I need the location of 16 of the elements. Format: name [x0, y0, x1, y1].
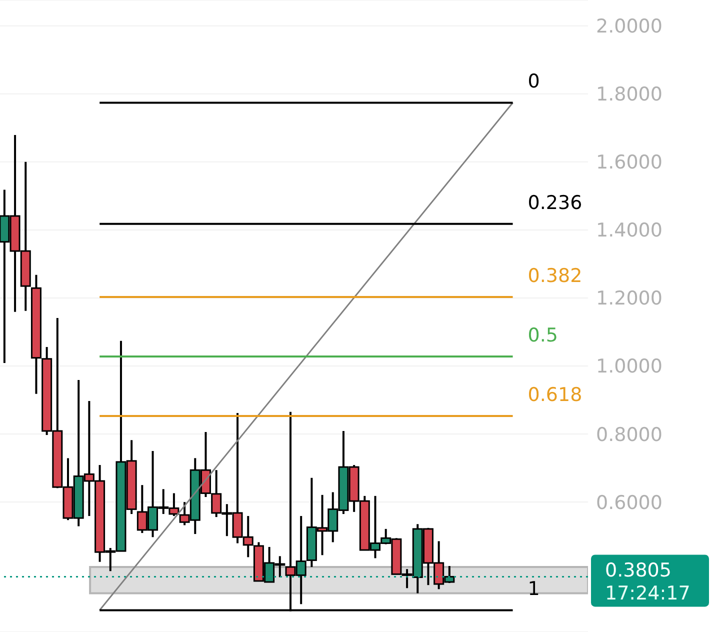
annotation: 0.618	[528, 384, 582, 406]
y-tick-label: 0.8000	[596, 424, 662, 446]
y-tick-label: 1.8000	[596, 84, 662, 106]
y-tick-label: 1.4000	[596, 220, 662, 242]
y-tick-label: 1.2000	[596, 288, 662, 310]
text: 17:24:17	[605, 582, 690, 605]
annotation: 0.382	[528, 264, 582, 287]
y-tick-label: 1.0000	[596, 356, 662, 378]
annotation: 0.5	[528, 324, 558, 346]
y-tick-label: 2.0000	[596, 16, 662, 38]
y-tick-label: 0.6000	[596, 492, 662, 514]
annotation: 1	[528, 578, 540, 600]
ref-line-label: 0.3805	[605, 560, 672, 582]
annotation: 0.236	[528, 192, 582, 214]
y-tick-label: 1.6000	[596, 152, 662, 174]
annotation: 0	[528, 70, 540, 93]
